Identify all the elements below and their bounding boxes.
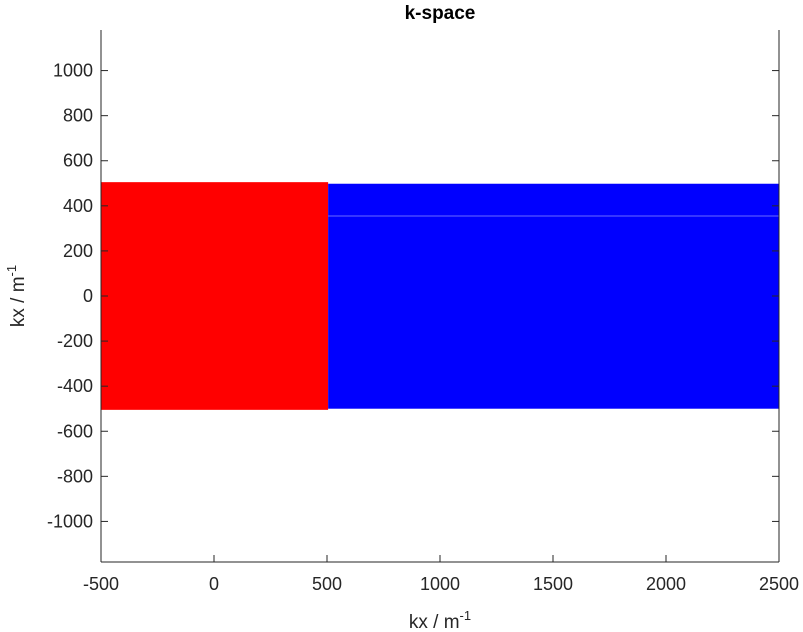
- y-tick-label: 0: [83, 286, 93, 306]
- x-axis-label-base: kx / m: [409, 612, 460, 632]
- axes: -500 0 500 1000 1500 2000 2500-1000-800-600-40…: [47, 30, 799, 594]
- x-tick-label: 2500: [759, 574, 799, 594]
- x-tick-label: 1500: [533, 574, 573, 594]
- y-tick-label: 600: [63, 151, 93, 171]
- filled-region-2: [328, 183, 779, 409]
- y-tick-label: 1000: [53, 61, 93, 81]
- y-tick-label: -800: [57, 466, 93, 486]
- x-tick-label: 0: [209, 574, 219, 594]
- y-axis-label-superscript: -1: [4, 265, 19, 277]
- x-axis-label-superscript: -1: [460, 608, 472, 623]
- y-tick-label: -200: [57, 331, 93, 351]
- y-tick-label: 400: [63, 196, 93, 216]
- x-tick-label: -500: [83, 574, 119, 594]
- x-axis-label: kx / m-1: [409, 608, 471, 632]
- plot-area: [101, 182, 779, 410]
- y-tick-label: -400: [57, 376, 93, 396]
- x-tick-label: 500: [312, 574, 342, 594]
- y-tick-label: 200: [63, 241, 93, 261]
- y-axis-label: kx / m-1: [4, 265, 29, 327]
- x-tick-label: 2000: [646, 574, 686, 594]
- y-tick-label: 800: [63, 106, 93, 126]
- filled-region-1: [101, 182, 329, 410]
- y-tick-label: -1000: [47, 511, 93, 531]
- y-tick-label: -600: [57, 421, 93, 441]
- chart-title: k-space: [405, 3, 476, 24]
- y-axis-label-base: kx / m: [8, 276, 29, 327]
- x-tick-label: 1000: [420, 574, 460, 594]
